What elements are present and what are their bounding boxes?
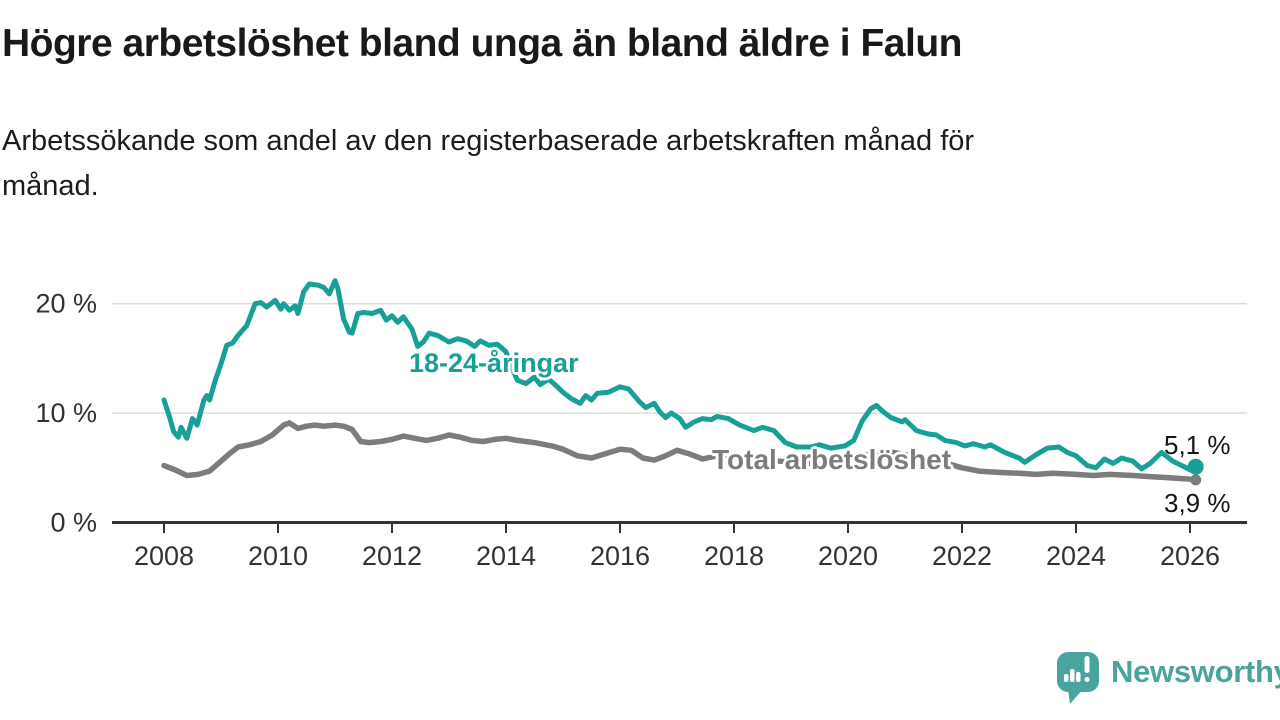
x-axis-tick-label: 2024 bbox=[1046, 541, 1106, 571]
series-end-dot-young bbox=[1187, 458, 1204, 475]
x-axis-tick-label: 2020 bbox=[818, 541, 878, 571]
y-axis-tick-label: 0 % bbox=[50, 508, 97, 538]
newsworthy-logo-icon bbox=[1057, 652, 1099, 704]
newsworthy-logo-text: Newsworthy bbox=[1111, 654, 1280, 689]
series-label-total: Total arbetslöshet bbox=[712, 444, 952, 475]
series-line-young bbox=[161, 278, 1199, 473]
end-value-label-young: 5,1 % bbox=[1164, 430, 1231, 460]
x-axis-tick-label: 2018 bbox=[704, 541, 764, 571]
x-axis-tick-label: 2022 bbox=[932, 541, 992, 571]
x-axis-tick-label: 2012 bbox=[362, 541, 422, 571]
series-end-dot-total bbox=[1190, 474, 1202, 486]
x-axis-tick-label: 2008 bbox=[134, 541, 194, 571]
newsworthy-logo[interactable]: Newsworthy bbox=[1056, 651, 1280, 707]
x-axis-tick-label: 2010 bbox=[248, 541, 308, 571]
y-axis-tick-label: 10 % bbox=[35, 398, 97, 428]
end-value-label-total: 3,9 % bbox=[1164, 488, 1231, 518]
chart-subtitle: Arbetssökande som andel av den registerb… bbox=[2, 119, 1222, 209]
chart-title: Högre arbetslöshet bland unga än bland ä… bbox=[2, 22, 962, 65]
x-axis-tick-label: 2014 bbox=[476, 541, 536, 571]
x-axis-tick-label: 2026 bbox=[1160, 541, 1220, 571]
x-axis-tick-label: 2016 bbox=[590, 541, 650, 571]
y-axis-tick-label: 20 % bbox=[35, 289, 97, 319]
chart-subtitle-line2: månad. bbox=[2, 170, 99, 202]
series-label-young: 18-24-åringar bbox=[409, 348, 579, 378]
chart-subtitle-line1: Arbetssökande som andel av den registerb… bbox=[2, 125, 975, 157]
series-line-total bbox=[161, 420, 1199, 483]
